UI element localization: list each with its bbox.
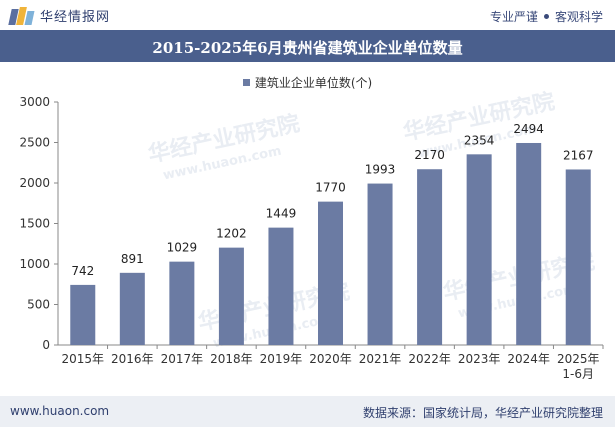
bar bbox=[70, 284, 96, 345]
slogan-left: 专业严谨 bbox=[489, 10, 538, 24]
data-label: 2167 bbox=[563, 148, 594, 162]
y-tick-label: 1500 bbox=[19, 217, 50, 231]
data-label: 2494 bbox=[513, 122, 544, 136]
y-tick-label: 1000 bbox=[19, 257, 50, 271]
bar bbox=[119, 272, 145, 345]
data-label: 2354 bbox=[464, 133, 495, 147]
bar bbox=[318, 201, 343, 345]
x-tick-label: 1-6月 bbox=[562, 367, 594, 381]
x-tick-label: 2019年 bbox=[260, 352, 303, 366]
data-label: 742 bbox=[71, 264, 94, 278]
bar bbox=[367, 183, 393, 345]
legend-label: 建筑业企业单位数(个) bbox=[254, 76, 373, 90]
y-tick-label: 500 bbox=[27, 298, 50, 312]
chart-legend: 建筑业企业单位数(个) bbox=[0, 74, 615, 91]
data-source: 数据来源：国家统计局，华经产业研究院整理 bbox=[362, 406, 603, 420]
y-tick-label: 0 bbox=[42, 338, 50, 352]
legend-swatch bbox=[242, 79, 250, 86]
data-label: 1449 bbox=[266, 207, 297, 221]
x-tick-label: 2016年 bbox=[111, 352, 154, 366]
bar bbox=[417, 169, 443, 345]
x-tick-label: 2015年 bbox=[61, 352, 104, 366]
x-tick-label: 2023年 bbox=[458, 352, 501, 366]
bar-chart: 华经产业研究院www.huaon.com华经产业研究院www.huaon.com… bbox=[19, 88, 604, 381]
data-label: 1202 bbox=[216, 227, 247, 241]
brand-logo[interactable]: 华经情报网 bbox=[8, 6, 111, 25]
slogan: 专业严谨 客观科学 bbox=[490, 8, 603, 25]
x-tick-label: 2017年 bbox=[161, 352, 204, 366]
title-bar: 2015-2025年6月贵州省建筑业企业单位数量 bbox=[0, 30, 615, 62]
bullet-dot-icon bbox=[543, 14, 549, 19]
data-label: 1770 bbox=[315, 181, 346, 195]
y-tick-label: 2500 bbox=[19, 136, 50, 150]
x-tick-label: 2024年 bbox=[507, 352, 550, 366]
x-tick-label: 2020年 bbox=[309, 352, 352, 366]
data-label: 1029 bbox=[167, 241, 198, 255]
slogan-right: 客观科学 bbox=[554, 10, 603, 24]
chart-title: 2015-2025年6月贵州省建筑业企业单位数量 bbox=[152, 39, 463, 57]
y-tick-label: 3000 bbox=[19, 95, 50, 109]
bar bbox=[169, 261, 195, 345]
top-bar: 华经情报网 专业严谨 客观科学 bbox=[0, 0, 615, 30]
data-label: 1993 bbox=[365, 163, 396, 177]
y-tick-label: 2000 bbox=[19, 176, 50, 190]
footer-url[interactable]: www.huaon.com bbox=[10, 404, 110, 418]
data-label: 891 bbox=[121, 252, 144, 266]
bar bbox=[268, 227, 294, 345]
bar bbox=[218, 247, 244, 345]
x-tick-label: 2025年 bbox=[557, 352, 600, 366]
footer: www.huaon.com 数据来源：国家统计局，华经产业研究院整理 bbox=[0, 396, 615, 427]
logo-text: 华经情报网 bbox=[40, 10, 111, 25]
x-tick-label: 2018年 bbox=[210, 352, 253, 366]
bar bbox=[516, 142, 542, 345]
data-label: 2170 bbox=[414, 148, 445, 162]
x-tick-label: 2022年 bbox=[408, 352, 451, 366]
x-tick-label: 2021年 bbox=[359, 352, 402, 366]
bar bbox=[565, 169, 591, 345]
bar bbox=[466, 154, 492, 345]
